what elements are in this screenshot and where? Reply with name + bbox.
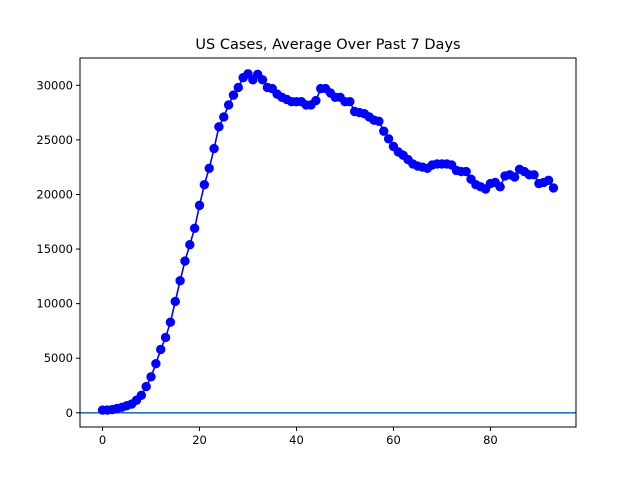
x-tick-label: 0 [99,433,106,447]
y-tick-label: 5000 [44,351,73,365]
y-tick-label: 15000 [36,242,73,256]
data-point [461,166,471,177]
y-tick-label: 30000 [36,78,73,92]
x-tick-label: 20 [192,433,207,447]
data-point [243,69,253,79]
data-point [529,170,539,180]
data-point [170,296,180,307]
data-point [379,126,389,136]
y-tick-label: 25000 [36,133,73,147]
x-tick-label: 40 [289,433,304,447]
data-point [199,179,210,190]
data-point [160,332,171,343]
data-point [509,172,520,182]
data-point [214,122,224,132]
data-point [233,82,244,93]
x-tick-label: 80 [483,433,498,447]
chart-title: US Cases, Average Over Past 7 Days [195,37,460,53]
data-point [383,134,394,144]
data-point [175,276,185,286]
data-point [204,163,214,173]
data-point [223,100,234,110]
data-point [219,112,229,122]
data-point [548,183,559,193]
data-point [136,390,147,401]
axes-frame [79,57,577,428]
data-point [146,372,156,382]
y-tick-label: 0 [66,406,73,420]
data-point [165,317,176,327]
data-point [209,143,219,154]
plot-area: 0 20 40 60 80 0 5000 10000 15000 20000 25000 30000 [36,57,577,447]
y-tick-label: 10000 [36,297,73,311]
data-point [156,344,166,355]
data-point [495,182,505,192]
data-point [345,96,355,107]
y-tick-label: 20000 [36,187,73,201]
data-point [189,223,200,234]
data-point [141,381,151,392]
x-tick-label: 60 [386,433,401,447]
data-point [194,200,205,211]
data-point [228,90,239,100]
data-point [257,75,268,85]
data-point [374,116,384,127]
data-point [311,95,321,106]
data-point [180,256,190,266]
data-point [543,175,554,185]
data-point [185,239,195,250]
data-point [151,358,161,369]
